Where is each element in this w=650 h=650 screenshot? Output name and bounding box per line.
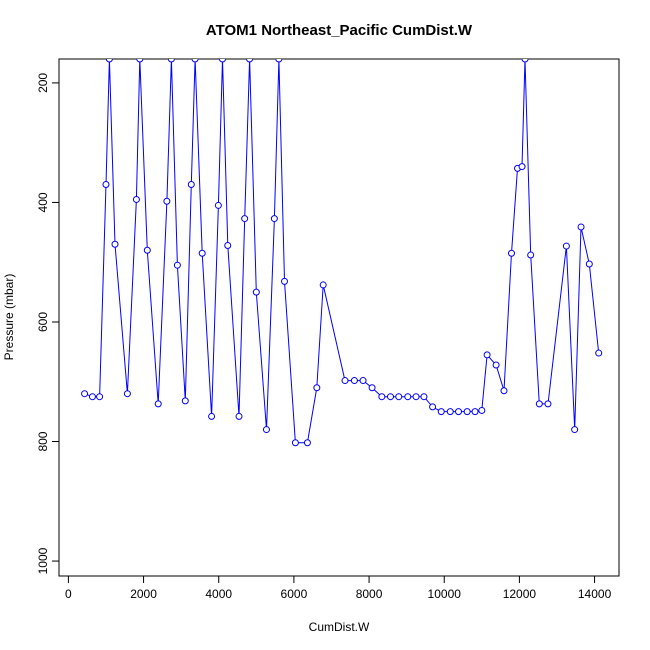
x-tick-label: 6000 [281,587,308,601]
y-tick-label: 200 [36,73,50,93]
data-point [88,393,96,401]
data-point [483,351,491,359]
data-point [359,377,367,385]
data-point [111,240,119,248]
data-point [585,260,593,268]
data-point [154,400,162,408]
y-tick-label: 400 [36,192,50,212]
data-point [395,393,403,401]
data-point [143,246,151,254]
data-point [198,249,206,257]
data-point [291,439,299,447]
data-point [577,223,585,231]
data-point [562,242,570,250]
data-point [313,384,321,392]
data-point [446,408,454,416]
data-point [235,412,243,420]
y-tick-label: 1000 [36,547,50,574]
data-point [500,387,508,395]
series-line [84,59,600,444]
data-point [132,195,140,203]
data-point [252,288,260,296]
data-point [521,59,529,63]
data-point [571,426,579,434]
y-tick-label: 800 [36,431,50,451]
data-point [378,393,386,401]
x-tick-label: 12000 [503,587,537,601]
data-point [81,390,89,398]
x-tick-label: 2000 [130,587,157,601]
data-point [455,408,463,416]
data-point [420,393,428,401]
data-point [492,361,500,369]
data-point [350,377,358,385]
y-tick-label: 600 [36,312,50,332]
data-point [224,241,232,249]
data-point [478,406,486,414]
data-point [105,59,113,63]
data-point [208,412,216,420]
data-point [218,59,226,63]
data-point [471,408,479,416]
data-point [187,181,195,189]
data-point [412,393,420,401]
data-point [386,393,394,401]
x-axis: 0 2000 4000 6000 8000 10000 12000 14000 [65,575,612,601]
data-point [303,439,311,447]
data-point [463,408,471,416]
chart-title: ATOM1 Northeast_Pacific CumDist.W [206,22,473,39]
data-point [173,261,181,269]
data-point [191,59,199,63]
data-point [368,384,376,392]
data-point [246,59,254,63]
data-point [181,397,189,405]
x-tick-label: 0 [65,587,72,601]
data-point [163,197,171,205]
data-point [404,393,412,401]
y-axis-label: Pressure (mbar) [2,274,16,361]
data-point [167,59,175,63]
data-point [123,390,131,398]
data-point [518,163,526,171]
y-axis: 200 400 600 800 1000 [36,73,60,574]
data-point [429,403,437,411]
data-point [102,181,110,189]
data-point [214,201,222,209]
data-point [535,400,543,408]
data-point [527,251,535,259]
data-point [544,400,552,408]
data-point [281,277,289,285]
x-axis-label: CumDist.W [309,620,370,634]
data-point [508,249,516,257]
data-point [241,215,249,223]
data-point [270,215,278,223]
plot-area [81,59,603,447]
x-tick-label: 14000 [578,587,612,601]
data-point [595,349,603,357]
data-point [136,59,144,63]
data-point [96,393,104,401]
x-tick-label: 4000 [205,587,232,601]
x-tick-label: 8000 [356,587,383,601]
data-point [341,377,349,385]
data-point [319,281,327,289]
data-point [437,408,445,416]
x-tick-label: 10000 [428,587,462,601]
data-point [262,426,270,434]
data-point [275,59,283,63]
